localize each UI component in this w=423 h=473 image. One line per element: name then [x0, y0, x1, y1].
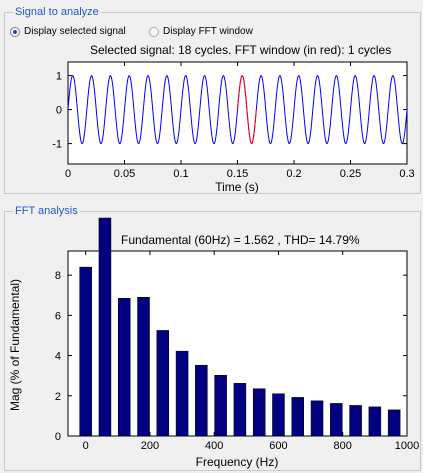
fft-bar — [98, 217, 112, 437]
fft-bar — [175, 350, 189, 437]
fft-x-tick-label: 200 — [141, 440, 159, 452]
fft-plot-title: Fundamental (60Hz) = 1.562 , THD= 14.79% — [121, 233, 360, 247]
radio-selected-icon[interactable] — [10, 26, 20, 37]
fft-panel-title: FFT analysis — [13, 204, 80, 218]
fft-bar — [117, 298, 131, 437]
display-fft-window-label: Display FFT window — [163, 26, 253, 37]
fft-window-series-line — [237, 75, 257, 145]
signal-plot-title: Selected signal: 18 cycles. FFT window (… — [90, 43, 392, 57]
signal-y-tick-label: -1 — [52, 139, 62, 151]
signal-x-axis-label: Time (s) — [215, 180, 259, 194]
fft-x-tick-label: 800 — [334, 440, 352, 452]
display-selected-signal-label: Display selected signal — [24, 26, 126, 37]
signal-x-tick-label: 0.3 — [399, 168, 414, 180]
signal-panel: Signal to analyze — [4, 5, 421, 194]
radio-unselected-icon[interactable] — [149, 26, 159, 37]
fft-bar — [349, 405, 362, 437]
fft-bar — [387, 409, 401, 437]
signal-x-tick-label: 0.1 — [173, 168, 188, 180]
signal-x-tick-label: 0.15 — [227, 168, 248, 180]
fft-bar — [272, 393, 285, 437]
signal-y-tick-label: 1 — [56, 71, 62, 83]
fft-y-tick-label: 2 — [55, 391, 61, 403]
fft-x-tick-label: 1000 — [395, 440, 419, 452]
fft-x-tick-label: 400 — [205, 440, 223, 452]
signal-x-tick-label: 0 — [65, 168, 71, 180]
display-fft-window-option[interactable]: Display FFT window — [149, 26, 253, 37]
fft-bar — [195, 364, 208, 437]
fft-bar — [137, 297, 150, 437]
fft-bar — [368, 406, 382, 437]
fft-bar — [252, 388, 266, 437]
fft-y-tick-label: 4 — [55, 351, 61, 363]
fft-x-axis-label: Frequency (Hz) — [196, 455, 279, 469]
fft-bar — [233, 383, 247, 437]
signal-y-tick-label: 0 — [56, 105, 62, 117]
fft-bar — [330, 403, 343, 437]
fft-bar — [214, 375, 227, 437]
signal-panel-title: Signal to analyze — [13, 5, 101, 19]
fft-x-tick-label: 0 — [83, 440, 89, 452]
fft-bar — [79, 266, 92, 437]
fft-y-tick-label: 0 — [55, 431, 61, 443]
fft-panel: FFT analysis — [4, 204, 421, 471]
signal-x-tick-label: 0.05 — [114, 168, 135, 180]
fft-y-axis-label: Mag (% of Fundamental) — [8, 279, 22, 411]
signal-x-tick-label: 0.25 — [340, 168, 361, 180]
signal-x-tick-label: 0.2 — [286, 168, 301, 180]
fft-y-tick-label: 6 — [55, 310, 61, 322]
fft-x-tick-label: 600 — [269, 440, 287, 452]
fft-bar — [156, 330, 170, 437]
fft-bar — [291, 397, 304, 437]
display-selected-signal-option[interactable]: Display selected signal — [10, 26, 126, 37]
signal-chart: 0 0.05 0.1 0.15 0.2 0.25 0.3 1 0 -1 Time (s) — [52, 61, 415, 194]
fft-y-tick-label: 8 — [55, 270, 61, 282]
fft-bar — [310, 400, 324, 437]
